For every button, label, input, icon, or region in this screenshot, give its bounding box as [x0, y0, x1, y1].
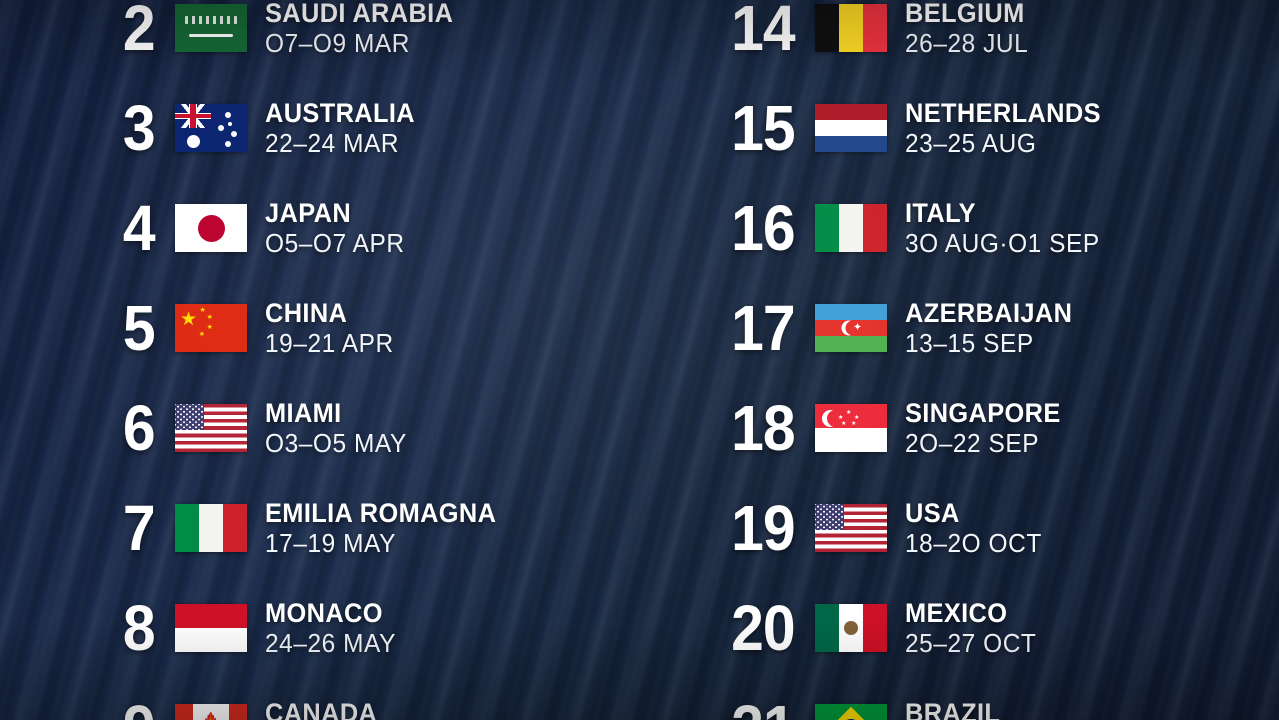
grand-prix-name: USA [905, 497, 960, 528]
flag-italy-icon [815, 204, 887, 252]
grand-prix-name: ITALY [905, 197, 976, 228]
race-labels: SAUDI ARABIA O7–O9 MAR [265, 0, 465, 56]
grand-prix-dates: 18–2O OCT [905, 527, 1042, 558]
grand-prix-name: SINGAPORE [905, 397, 1061, 428]
grand-prix-dates: 22–24 MAR [265, 127, 400, 158]
grand-prix-name: SAUDI ARABIA [265, 0, 454, 28]
race-labels: JAPAN O5–O7 APR [265, 197, 413, 258]
grand-prix-name: CHINA [265, 297, 348, 328]
calendar-row[interactable]: 5 ★ ★ ★ ★ ★ CHINA 19–21 APR [0, 278, 640, 378]
grand-prix-dates: 3O AUG·O1 SEP [905, 227, 1100, 258]
race-labels: CHINA 19–21 APR [265, 297, 402, 358]
grand-prix-dates: 17–19 MAY [265, 527, 396, 558]
round-number: 21 [654, 696, 815, 720]
flag-australia-icon [175, 104, 247, 152]
grand-prix-dates: 19–21 APR [265, 327, 394, 358]
flag-netherlands-icon [815, 104, 887, 152]
calendar-row[interactable]: 3 AUSTRALIA 22–24 MAR [0, 78, 640, 178]
flag-usa-icon [175, 404, 247, 452]
grand-prix-name: BELGIUM [905, 0, 1025, 28]
flag-japan-icon [175, 204, 247, 252]
grand-prix-dates: 13–15 SEP [905, 327, 1034, 358]
flag-singapore-icon: ★ ★ ★ ★ ★ [815, 404, 887, 452]
calendar-row[interactable]: 7 EMILIA ROMAGNA 17–19 MAY [0, 478, 640, 578]
race-labels: AUSTRALIA 22–24 MAR [265, 97, 425, 158]
race-labels: USA 18–2O OCT [905, 497, 1051, 558]
round-number: 2 [122, 0, 156, 64]
race-labels: BELGIUM 26–28 JUL [905, 0, 1036, 56]
grand-prix-name: CANADA [265, 697, 378, 720]
flag-belgium-icon [815, 4, 887, 52]
grand-prix-dates: 24–26 MAY [265, 627, 396, 658]
flag-saudi-arabia-icon [175, 4, 247, 52]
flag-azerbaijan-icon: ✦ [815, 304, 887, 352]
race-labels: ITALY 3O AUG·O1 SEP [905, 197, 1112, 258]
calendar-row[interactable]: 4 JAPAN O5–O7 APR [0, 178, 640, 278]
round-number: 9 [14, 696, 175, 720]
round-number: 16 [731, 192, 796, 264]
grand-prix-name: MIAMI [265, 397, 342, 428]
round-number: 6 [122, 392, 156, 464]
calendar-row[interactable]: 9 🍁 CANADA O7–O9 JUN [0, 678, 640, 720]
grand-prix-name: BRAZIL [905, 697, 1001, 720]
round-number: 8 [122, 592, 156, 664]
flag-monaco-icon [175, 604, 247, 652]
round-number: 17 [731, 292, 796, 364]
grand-prix-name: MEXICO [905, 597, 1008, 628]
calendar-row[interactable]: 2 SAUDI ARABIA O7–O9 MAR [0, 0, 640, 78]
round-number: 3 [122, 92, 156, 164]
round-number: 20 [731, 592, 796, 664]
calendar-row[interactable]: 19 USA 18–2O OCT [640, 478, 1279, 578]
flag-usa-icon [815, 504, 887, 552]
race-labels: MONACO 24–26 MAY [265, 597, 404, 658]
calendar-row[interactable]: 20 MEXICO 25–27 OCT [640, 578, 1279, 678]
calendar-row[interactable]: 15 NETHERLANDS 23–25 AUG [640, 78, 1279, 178]
race-labels: CANADA O7–O9 JUN [265, 697, 412, 720]
grand-prix-dates: 25–27 OCT [905, 627, 1037, 658]
race-labels: MEXICO 25–27 OCT [905, 597, 1045, 658]
race-labels: BRAZIL O1–O3 NOV [905, 697, 1058, 720]
round-number: 15 [731, 92, 796, 164]
calendar-column-left: 2 SAUDI ARABIA O7–O9 MAR 3 AUSTRALIA 22–… [0, 0, 640, 720]
race-labels: AZERBAIJAN 13–15 SEP [905, 297, 1083, 358]
grand-prix-name: JAPAN [265, 197, 352, 228]
flag-brazil-icon [815, 704, 887, 720]
flag-china-icon: ★ ★ ★ ★ ★ [175, 304, 247, 352]
race-labels: NETHERLANDS 23–25 AUG [905, 97, 1113, 158]
grand-prix-dates: O7–O9 MAR [265, 27, 410, 58]
grand-prix-dates: 26–28 JUL [905, 27, 1029, 58]
calendar-row[interactable]: 8 MONACO 24–26 MAY [0, 578, 640, 678]
calendar-row[interactable]: 21 BRAZIL O1–O3 NOV [640, 678, 1279, 720]
grand-prix-dates: 2O–22 SEP [905, 427, 1040, 458]
round-number: 19 [731, 492, 796, 564]
round-number: 5 [122, 292, 156, 364]
round-number: 14 [731, 0, 796, 64]
round-number: 7 [122, 492, 156, 564]
calendar-row[interactable]: 18 ★ ★ ★ ★ ★ SINGAPORE 2O–22 SEP [640, 378, 1279, 478]
grand-prix-name: EMILIA ROMAGNA [265, 497, 497, 528]
flag-canada-icon: 🍁 [175, 704, 247, 720]
calendar-row[interactable]: 14 BELGIUM 26–28 JUL [640, 0, 1279, 78]
flag-italy-icon [175, 504, 247, 552]
calendar-column-right: 14 BELGIUM 26–28 JUL 15 NETHERLANDS 23–2… [640, 0, 1279, 720]
grand-prix-name: NETHERLANDS [905, 97, 1101, 128]
grand-prix-name: AUSTRALIA [265, 97, 416, 128]
round-number: 18 [731, 392, 796, 464]
calendar-row[interactable]: 6 MIAMI O3–O5 MAY [0, 378, 640, 478]
grand-prix-name: AZERBAIJAN [905, 297, 1073, 328]
race-labels: MIAMI O3–O5 MAY [265, 397, 416, 458]
grand-prix-dates: 23–25 AUG [905, 127, 1037, 158]
race-labels: EMILIA ROMAGNA 17–19 MAY [265, 497, 511, 558]
calendar-row[interactable]: 16 ITALY 3O AUG·O1 SEP [640, 178, 1279, 278]
grand-prix-dates: O5–O7 APR [265, 227, 405, 258]
calendar-row[interactable]: 17 ✦ AZERBAIJAN 13–15 SEP [640, 278, 1279, 378]
grand-prix-dates: O3–O5 MAY [265, 427, 407, 458]
grand-prix-name: MONACO [265, 597, 383, 628]
flag-mexico-icon [815, 604, 887, 652]
round-number: 4 [122, 192, 156, 264]
race-labels: SINGAPORE 2O–22 SEP [905, 397, 1071, 458]
